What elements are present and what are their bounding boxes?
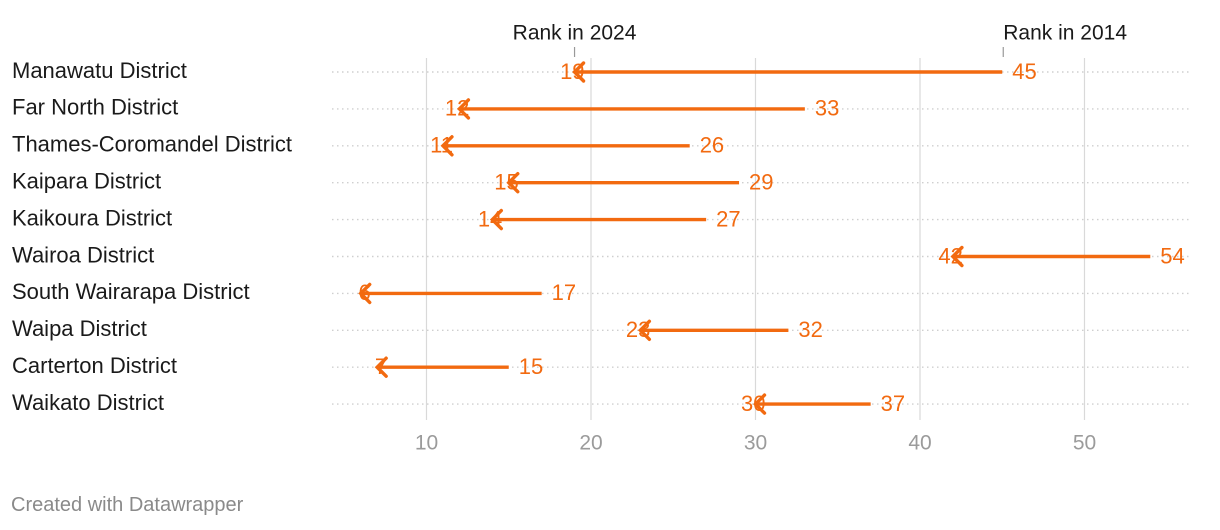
value-label-2024: 15 xyxy=(494,170,518,195)
x-tick-label: 30 xyxy=(744,432,767,455)
value-label-2024: 19 xyxy=(560,59,584,84)
category-label: Manawatu District xyxy=(12,58,187,83)
value-label-2014: 54 xyxy=(1160,243,1184,268)
arrow-head xyxy=(637,319,652,341)
value-label-2014: 33 xyxy=(815,96,839,121)
arrow-head xyxy=(506,171,520,194)
legend-label-2024: Rank in 2024 xyxy=(513,22,637,45)
value-label-2024: 14 xyxy=(478,206,502,231)
x-tick-label: 40 xyxy=(908,432,931,455)
x-tick-label: 50 xyxy=(1073,432,1096,455)
arrow-head xyxy=(489,208,503,231)
arrow-head xyxy=(456,98,471,120)
value-label-2024: 12 xyxy=(445,96,469,121)
category-label: Carterton District xyxy=(12,353,177,378)
value-label-2014: 27 xyxy=(716,206,740,231)
legend-label-2014: Rank in 2014 xyxy=(1003,22,1127,45)
value-label-2014: 29 xyxy=(749,170,773,195)
category-label: Wairoa District xyxy=(12,242,154,267)
category-label: Thames-Coromandel District xyxy=(12,132,292,157)
value-label-2014: 37 xyxy=(881,391,905,416)
value-label-2014: 17 xyxy=(552,280,576,305)
arrow-head xyxy=(572,61,586,83)
value-label-2014: 26 xyxy=(700,133,724,158)
value-label-2024: 6 xyxy=(358,280,370,305)
datawrapper-credit: Created with Datawrapper xyxy=(11,494,244,516)
value-label-2024: 23 xyxy=(626,317,650,342)
category-label: Kaipara District xyxy=(12,169,161,194)
arrow-head xyxy=(950,245,964,268)
value-label-2024: 11 xyxy=(430,133,453,158)
category-label: Waipa District xyxy=(12,316,147,341)
x-tick-label: 10 xyxy=(415,432,438,455)
arrow-head xyxy=(358,282,372,305)
category-label: Waikato District xyxy=(12,390,164,415)
value-label-2024: 42 xyxy=(938,243,962,268)
arrow-chart: 10 20 30 40 50 Manawatu District Far North Dis… xyxy=(12,22,1190,455)
value-label-2024: 30 xyxy=(741,391,765,416)
category-label: Kaikoura District xyxy=(12,205,172,230)
value-label-2024: 7 xyxy=(375,354,387,379)
category-label: Far North District xyxy=(12,95,178,120)
value-label-2014: 45 xyxy=(1012,59,1036,84)
x-tick-label: 20 xyxy=(579,432,602,455)
arrow-head xyxy=(753,393,767,415)
arrow-head xyxy=(440,135,454,157)
arrow-head xyxy=(374,356,388,378)
value-label-2014: 15 xyxy=(519,354,543,379)
value-label-2014: 32 xyxy=(798,317,822,342)
category-label: South Wairarapa District xyxy=(12,279,250,304)
